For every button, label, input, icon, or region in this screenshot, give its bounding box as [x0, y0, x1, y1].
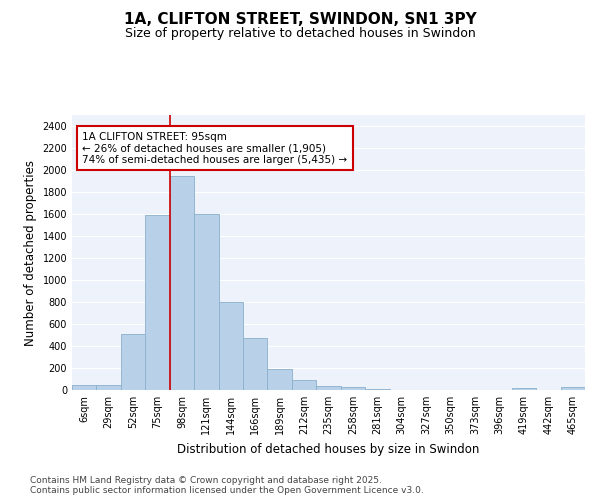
- Bar: [268, 369, 292, 390]
- Bar: [194, 214, 218, 390]
- Bar: [292, 380, 316, 390]
- Text: 1A CLIFTON STREET: 95sqm
← 26% of detached houses are smaller (1,905)
74% of sem: 1A CLIFTON STREET: 95sqm ← 26% of detach…: [82, 132, 347, 164]
- X-axis label: Distribution of detached houses by size in Swindon: Distribution of detached houses by size …: [178, 442, 479, 456]
- Bar: [560, 387, 585, 390]
- Bar: [170, 176, 194, 390]
- Bar: [145, 215, 170, 390]
- Bar: [121, 334, 145, 390]
- Bar: [243, 338, 268, 390]
- Bar: [341, 386, 365, 390]
- Bar: [218, 302, 243, 390]
- Bar: [512, 388, 536, 390]
- Text: Size of property relative to detached houses in Swindon: Size of property relative to detached ho…: [125, 28, 475, 40]
- Text: Contains HM Land Registry data © Crown copyright and database right 2025.
Contai: Contains HM Land Registry data © Crown c…: [30, 476, 424, 495]
- Bar: [72, 384, 97, 390]
- Text: 1A, CLIFTON STREET, SWINDON, SN1 3PY: 1A, CLIFTON STREET, SWINDON, SN1 3PY: [124, 12, 476, 28]
- Y-axis label: Number of detached properties: Number of detached properties: [24, 160, 37, 346]
- Bar: [316, 386, 341, 390]
- Bar: [97, 384, 121, 390]
